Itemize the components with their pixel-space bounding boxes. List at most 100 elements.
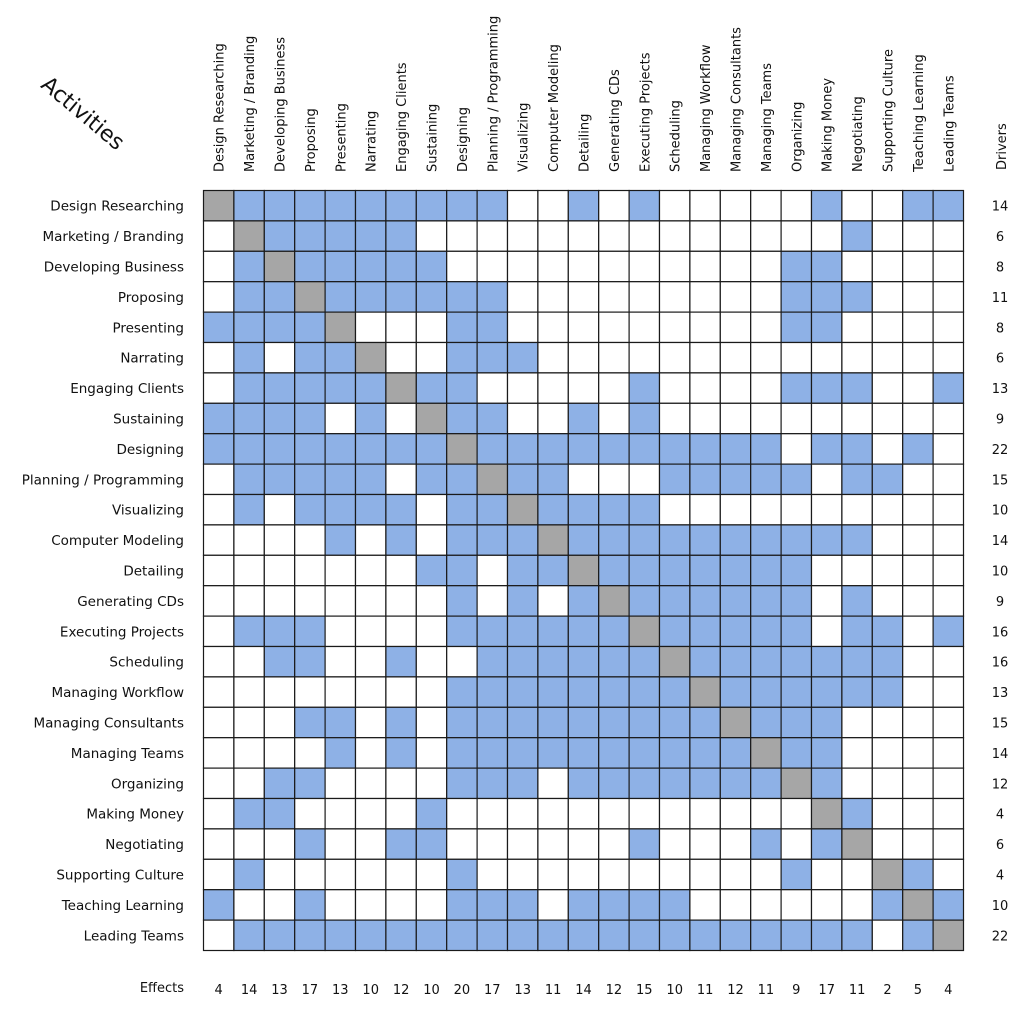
cell-empty [810, 858, 843, 891]
cell-filled [537, 737, 569, 769]
cell-filled [841, 220, 873, 252]
cell-empty [506, 372, 539, 404]
column-label: Executing Projects [638, 52, 653, 172]
cell-empty [871, 828, 904, 860]
cell-empty [810, 554, 843, 587]
cell-empty [628, 341, 661, 374]
cell-filled [628, 554, 661, 587]
cell-empty [902, 281, 934, 313]
cell-diagonal [294, 281, 326, 313]
cell-diagonal [932, 919, 965, 952]
row-label: Making Money [86, 807, 184, 823]
cell-empty [780, 828, 813, 860]
cell-empty [233, 645, 265, 678]
cell-empty [567, 281, 600, 313]
cell-empty [476, 858, 509, 891]
row-label: Designing [117, 442, 185, 458]
cell-filled [385, 220, 417, 252]
cell-filled [294, 402, 326, 435]
cell-empty [537, 585, 569, 617]
cell-empty [354, 554, 387, 587]
cell-filled [658, 554, 691, 587]
cell-filled [598, 676, 630, 708]
effect-value: 10 [362, 983, 379, 998]
cell-empty [719, 858, 752, 891]
cell-empty [567, 828, 600, 860]
cell-filled [567, 676, 600, 708]
cell-filled [628, 585, 661, 617]
effect-value: 17 [484, 983, 501, 998]
cell-empty [750, 250, 782, 283]
row-label: Generating CDs [77, 594, 184, 610]
cell-filled [598, 767, 630, 800]
driver-value: 13 [992, 382, 1009, 397]
cell-filled [841, 281, 873, 313]
cell-filled [294, 341, 326, 374]
cell-empty [871, 281, 904, 313]
cell-filled [263, 281, 296, 313]
cell-empty [202, 281, 235, 313]
cell-empty [932, 433, 965, 465]
effect-value: 17 [818, 983, 835, 998]
cell-filled [841, 797, 873, 830]
cell-empty [567, 463, 600, 496]
cell-filled [750, 524, 782, 556]
cell-filled [628, 889, 661, 921]
effect-value: 5 [914, 983, 922, 998]
cell-filled [628, 372, 661, 404]
cell-empty [719, 220, 752, 252]
cell-empty [202, 737, 235, 769]
cell-filled [658, 767, 691, 800]
effect-value: 13 [332, 983, 349, 998]
cell-filled [658, 919, 691, 952]
cell-empty [233, 524, 265, 556]
cell-filled [689, 919, 721, 952]
cell-empty [902, 311, 934, 344]
cell-empty [202, 463, 235, 496]
row-label: Managing Teams [71, 746, 184, 762]
effect-value: 4 [944, 983, 952, 998]
cell-filled [780, 372, 813, 404]
cell-filled [294, 463, 326, 496]
cell-empty [902, 493, 934, 526]
cell-filled [902, 919, 934, 952]
cell-filled [263, 372, 296, 404]
cell-filled [476, 889, 509, 921]
cell-empty [841, 737, 873, 769]
driver-value: 13 [992, 686, 1009, 701]
cell-filled [810, 281, 843, 313]
cell-filled [841, 585, 873, 617]
cell-empty [719, 372, 752, 404]
cell-empty [902, 585, 934, 617]
cell-empty [598, 189, 630, 222]
cell-empty [415, 493, 448, 526]
cell-empty [780, 433, 813, 465]
cell-empty [294, 524, 326, 556]
cell-empty [902, 463, 934, 496]
cell-empty [810, 889, 843, 921]
driver-value: 10 [992, 504, 1009, 519]
cell-filled [294, 372, 326, 404]
cell-filled [537, 433, 569, 465]
cell-empty [385, 858, 417, 891]
cell-empty [658, 281, 691, 313]
column-label: Visualizing [517, 103, 532, 172]
cell-filled [871, 463, 904, 496]
cell-filled [810, 737, 843, 769]
cell-filled [598, 524, 630, 556]
cell-filled [810, 311, 843, 344]
cell-filled [537, 919, 569, 952]
cell-filled [294, 220, 326, 252]
cell-empty [719, 493, 752, 526]
cell-empty [871, 189, 904, 222]
cell-filled [263, 402, 296, 435]
cell-filled [415, 189, 448, 222]
cell-empty [932, 706, 965, 739]
cell-empty [810, 493, 843, 526]
row-label: Marketing / Branding [43, 229, 185, 245]
cell-filled [324, 281, 357, 313]
cell-filled [658, 737, 691, 769]
cell-filled [233, 372, 265, 404]
cell-empty [902, 402, 934, 435]
cell-empty [932, 250, 965, 283]
